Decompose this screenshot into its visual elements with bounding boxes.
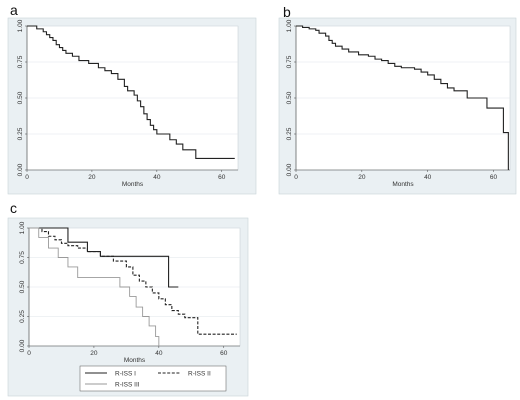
x-tick-label: 40 xyxy=(153,174,161,181)
y-tick-label: 0.75 xyxy=(286,55,293,68)
legend-box xyxy=(79,365,227,392)
chart-panel-c: 0.00 0.25 0.50 0.75 1.00 0 20 40 60 Months R-ISS I… xyxy=(7,217,249,397)
y-tick-label: 0.75 xyxy=(17,55,24,68)
y-tick-label: 1.00 xyxy=(286,19,293,32)
y-tick-label: 1.00 xyxy=(17,19,24,32)
x-axis-label: Months xyxy=(392,181,414,188)
x-tick-label: 0 xyxy=(27,350,31,357)
legend-label: R-ISS III xyxy=(115,381,140,388)
panel-label-c: c xyxy=(10,200,17,216)
series-line-r-iss-i xyxy=(29,227,179,288)
y-tick-label: 0.25 xyxy=(19,310,26,323)
panel-label-a: a xyxy=(10,2,18,18)
x-tick-label: 0 xyxy=(294,174,298,181)
y-tick-label: 0.50 xyxy=(19,280,26,293)
y-tick-label: 0.50 xyxy=(17,91,24,104)
y-tick-label: 0.25 xyxy=(17,127,24,140)
chart-panel-a: 0.00 0.25 0.50 0.75 1.00 0 20 40 60 Months xyxy=(7,17,257,195)
x-axis-label: Months xyxy=(124,357,146,364)
panel-label-b: b xyxy=(283,4,291,20)
series-line-r-iss-ii xyxy=(29,227,237,335)
y-tick-label: 0.00 xyxy=(286,163,293,176)
x-tick-label: 20 xyxy=(358,174,366,181)
y-tick-label: 0.75 xyxy=(19,251,26,264)
x-axis-label: Months xyxy=(122,181,144,188)
y-tick-label: 0.00 xyxy=(17,163,24,176)
survival-curve xyxy=(296,25,509,170)
x-tick-label: 60 xyxy=(220,350,228,357)
x-tick-label: 40 xyxy=(155,350,163,357)
x-tick-label: 60 xyxy=(490,174,498,181)
survival-curve xyxy=(27,25,235,160)
x-tick-label: 40 xyxy=(424,174,432,181)
legend-label: R-ISS II xyxy=(188,370,211,377)
x-tick-label: 20 xyxy=(90,350,98,357)
legend-label: R-ISS I xyxy=(115,370,136,377)
y-tick-label: 1.00 xyxy=(19,221,26,234)
x-tick-label: 60 xyxy=(218,174,226,181)
series-line-r-iss-iii xyxy=(29,227,160,346)
x-tick-label: 20 xyxy=(88,174,96,181)
y-tick-label: 0.50 xyxy=(286,91,293,104)
y-tick-label: 0.00 xyxy=(19,339,26,352)
y-tick-label: 0.25 xyxy=(286,127,293,140)
x-tick-label: 0 xyxy=(25,174,29,181)
chart-panel-b: 0.00 0.25 0.50 0.75 1.00 0 20 40 60 Months xyxy=(278,17,517,195)
